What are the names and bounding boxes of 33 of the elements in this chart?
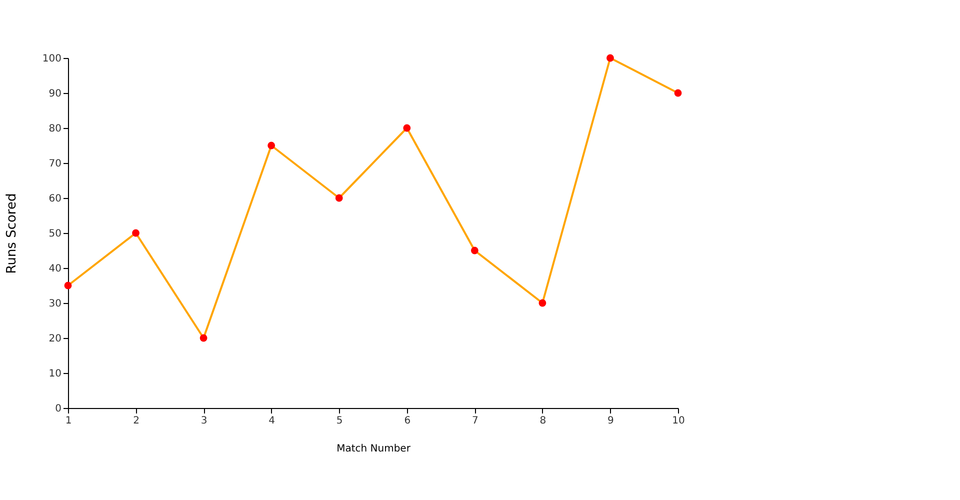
- point: [268, 142, 276, 150]
- y-tick-label: 50: [48, 228, 62, 240]
- x-tick-label: 10: [672, 416, 685, 426]
- x-tick-label: 4: [268, 416, 276, 426]
- x-axis-title: Match Number: [336, 444, 412, 454]
- y-tick-label: 40: [48, 264, 62, 274]
- point: [538, 299, 546, 307]
- point: [200, 334, 208, 342]
- y-tick-label: 100: [42, 54, 62, 64]
- y-tick-label: 90: [48, 88, 62, 100]
- x-tick-label: 1: [65, 416, 72, 426]
- point: [606, 54, 614, 62]
- y-tick-label: 0: [55, 404, 62, 414]
- x-tick-label: 5: [336, 416, 343, 426]
- point: [403, 124, 411, 132]
- point: [132, 229, 140, 237]
- y-tick-label: 80: [48, 124, 62, 134]
- x-tick-label: 6: [404, 416, 411, 426]
- x-tick-label: 9: [608, 416, 614, 426]
- y-tick-label: 70: [48, 158, 62, 170]
- point: [335, 194, 343, 202]
- y-tick-label: 30: [48, 298, 62, 310]
- y-tick-label: 10: [48, 368, 62, 380]
- x-tick-label: 3: [200, 416, 208, 426]
- point: [64, 282, 72, 290]
- y-tick-label: 20: [48, 334, 62, 344]
- point: [674, 89, 682, 97]
- y-axis-title: Runs Scored: [4, 193, 20, 274]
- point: [470, 246, 478, 254]
- y-tick-label: 60: [48, 194, 62, 204]
- x-tick-label: 2: [133, 416, 140, 426]
- x-tick-label: 8: [540, 416, 546, 426]
- x-tick-label: 7: [472, 416, 478, 426]
